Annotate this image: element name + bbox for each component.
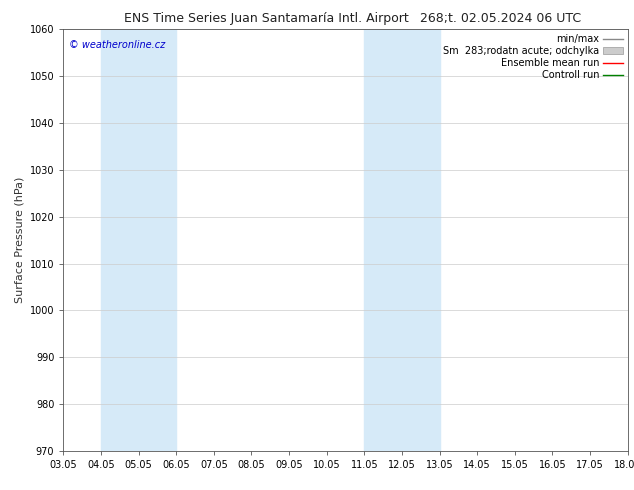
Bar: [101, 29, 176, 451]
Legend: min/max, Sm  283;rodatn acute; odchylka, Ensemble mean run, Controll run: min/max, Sm 283;rodatn acute; odchylka, …: [441, 32, 624, 82]
Text: ENS Time Series Juan Santamaría Intl. Airport: ENS Time Series Juan Santamaría Intl. Ai…: [124, 12, 409, 25]
Y-axis label: Surface Pressure (hPa): Surface Pressure (hPa): [14, 177, 24, 303]
Text: 268;t. 02.05.2024 06 UTC: 268;t. 02.05.2024 06 UTC: [420, 12, 581, 25]
Text: © weatheronline.cz: © weatheronline.cz: [69, 40, 165, 50]
Bar: [365, 29, 439, 451]
